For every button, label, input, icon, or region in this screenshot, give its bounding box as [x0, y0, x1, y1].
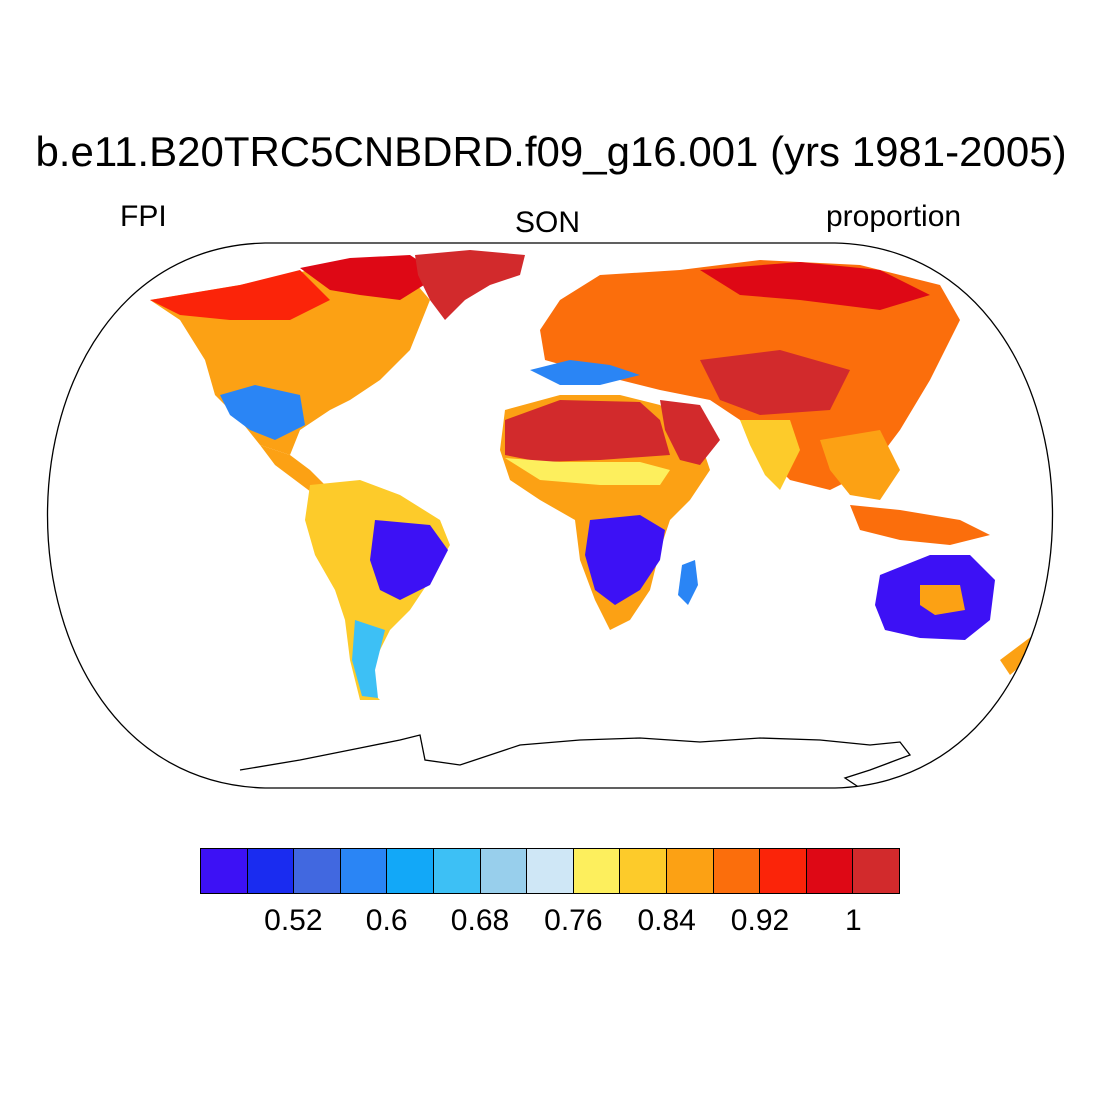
- colorbar-tick-label: 0.6: [365, 904, 408, 937]
- colorbar-swatch: [666, 849, 714, 893]
- colorbar-swatch: [433, 849, 481, 893]
- colorbar-swatch: [480, 849, 528, 893]
- canadian-arctic-region: [300, 255, 440, 300]
- north-america-west-region: [220, 385, 305, 440]
- sahara-region: [505, 400, 670, 462]
- colorbar-tick-label: 0.92: [730, 904, 790, 937]
- mediterranean-region: [530, 360, 640, 385]
- season-label: SON: [515, 206, 581, 239]
- colorbar-tick-label: 1: [844, 904, 862, 937]
- indonesia-region: [850, 505, 990, 545]
- colorbar-swatch: [853, 849, 899, 893]
- colorbar-tick-label: 0.76: [544, 904, 603, 937]
- north-america-north-region: [150, 270, 330, 320]
- southeast-asia-region: [820, 430, 900, 500]
- south-asia-region: [740, 420, 800, 490]
- colorbar-swatch: [573, 849, 621, 893]
- colorbar-swatch: [620, 849, 667, 893]
- arabia-region: [660, 400, 720, 465]
- central-asia-region: [700, 350, 850, 415]
- antarctica-coastline: [239, 734, 912, 788]
- colorbar-swatch: [340, 849, 388, 893]
- plot-title: b.e11.B20TRC5CNBDRD.f09_g16.001 (yrs 198…: [35, 128, 1067, 175]
- variable-label: FPI: [120, 200, 167, 233]
- siberia-region: [700, 262, 930, 310]
- map-border: [46, 242, 1054, 789]
- south-america-region: [305, 480, 450, 700]
- patagonia-region: [352, 620, 385, 698]
- colorbar-tick-label: 0.52: [264, 904, 323, 937]
- colorbar-swatch: [201, 849, 248, 893]
- colorbar-swatch: [806, 849, 854, 893]
- new-zealand-region: [1000, 630, 1045, 675]
- central-america-region: [260, 445, 330, 495]
- greenland-region: [415, 250, 525, 320]
- colorbar-swatch: [387, 849, 434, 893]
- colorbar-swatch: [527, 849, 574, 893]
- colorbar-swatch: [294, 849, 341, 893]
- colorbar-tick-label: 0.68: [450, 904, 510, 937]
- colorbar-swatch: [713, 849, 761, 893]
- sahel-region: [505, 458, 670, 485]
- land-data-layer: [150, 250, 1045, 788]
- australia-center-region: [920, 585, 965, 615]
- colorbar-tick-label: 0.84: [637, 904, 696, 937]
- colorbar-swatch: [760, 849, 807, 893]
- southern-africa-region: [585, 515, 665, 605]
- colorbar-swatch: [247, 849, 295, 893]
- units-label: proportion: [826, 200, 962, 233]
- colorbar: [200, 848, 900, 894]
- amazon-region: [370, 520, 448, 600]
- madagascar-region: [678, 560, 698, 605]
